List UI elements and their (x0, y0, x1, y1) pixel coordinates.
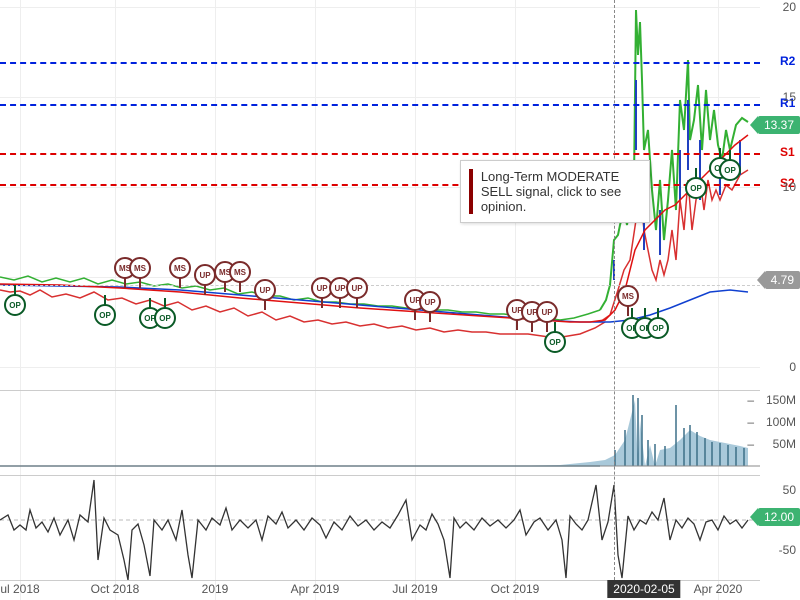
s1-label: S1 (780, 145, 795, 159)
signal-marker-ms[interactable]: MS (229, 261, 251, 283)
marker-tail (264, 300, 266, 310)
y-tick-volume: 150M (766, 393, 796, 407)
signal-marker-up[interactable]: UP (419, 291, 441, 313)
y-tick: 15 (783, 90, 796, 104)
marker-tail (546, 322, 548, 332)
price-tag-current: 13.37 (758, 116, 800, 134)
marker-tail (516, 320, 518, 330)
y-tick-dash: – (747, 393, 754, 407)
osc-tag-current: 12.00 (758, 508, 800, 526)
volume-series (0, 395, 760, 466)
signal-marker-op[interactable]: OP (4, 294, 26, 316)
x-tick: Oct 2018 (91, 582, 140, 596)
r2-label: R2 (780, 54, 795, 68)
marker-tail (356, 298, 358, 308)
signal-marker-op[interactable]: OP (94, 304, 116, 326)
signal-marker-ms[interactable]: MS (129, 257, 151, 279)
marker-tail (224, 282, 226, 292)
r2-line (0, 62, 760, 64)
marker-tail (627, 306, 629, 316)
marker-tail (204, 285, 206, 295)
y-tick-osc: 50 (783, 483, 796, 497)
y-tick: 20 (783, 0, 796, 14)
signal-marker-up[interactable]: UP (194, 264, 216, 286)
crosshair-date: 2020-02-05 (607, 580, 680, 598)
marker-tail (339, 298, 341, 308)
tooltip-severity-bar (469, 169, 473, 214)
x-tick: 2019 (202, 582, 229, 596)
y-tick: 10 (783, 180, 796, 194)
marker-tail (531, 322, 533, 332)
signal-marker-ms[interactable]: MS (169, 257, 191, 279)
chart-svg (0, 0, 800, 600)
panel-sep-1 (0, 390, 760, 391)
marker-tail (321, 298, 323, 308)
stock-chart[interactable]: R2R1S1S2 13.37 4.79 12.00 2015100 –150M–… (0, 0, 800, 600)
signal-marker-op[interactable]: OP (647, 317, 669, 339)
x-tick: Apr 2019 (291, 582, 340, 596)
marker-tail (414, 310, 416, 320)
x-tick: Oct 2019 (491, 582, 540, 596)
y-tick: 0 (789, 360, 796, 374)
signal-tooltip[interactable]: Long-Term MODERATE SELL signal, click to… (460, 160, 650, 223)
marker-tail (179, 278, 181, 288)
marker-tail (239, 282, 241, 292)
signal-marker-up[interactable]: UP (536, 301, 558, 323)
y-tick-dash: – (747, 415, 754, 429)
r1-line (0, 104, 760, 106)
signal-marker-op[interactable]: OP (685, 177, 707, 199)
y-tick-volume: 100M (766, 415, 796, 429)
signal-marker-up[interactable]: UP (346, 277, 368, 299)
signal-marker-ms[interactable]: MS (617, 285, 639, 307)
marker-tail (429, 312, 431, 322)
y-tick-osc: -50 (779, 543, 796, 557)
x-tick: Jul 2019 (392, 582, 437, 596)
signal-marker-op[interactable]: OP (154, 307, 176, 329)
oscillator-series (0, 480, 760, 580)
panel-sep-2 (0, 475, 760, 476)
x-tick: ul 2018 (0, 582, 39, 596)
tooltip-text: Long-Term MODERATE SELL signal, click to… (481, 169, 639, 214)
marker-tail (124, 278, 126, 288)
y-tick-dash: – (747, 437, 754, 451)
x-tick: Apr 2020 (694, 582, 743, 596)
signal-marker-op[interactable]: OP (544, 331, 566, 353)
crosshair (614, 0, 615, 580)
ref-line (0, 285, 760, 286)
y-tick-volume: 50M (773, 437, 796, 451)
signal-marker-op[interactable]: OP (719, 159, 741, 181)
price-tag-ref: 4.79 (765, 271, 800, 289)
marker-tail (139, 278, 141, 288)
s1-line (0, 153, 760, 155)
signal-marker-up[interactable]: UP (254, 279, 276, 301)
